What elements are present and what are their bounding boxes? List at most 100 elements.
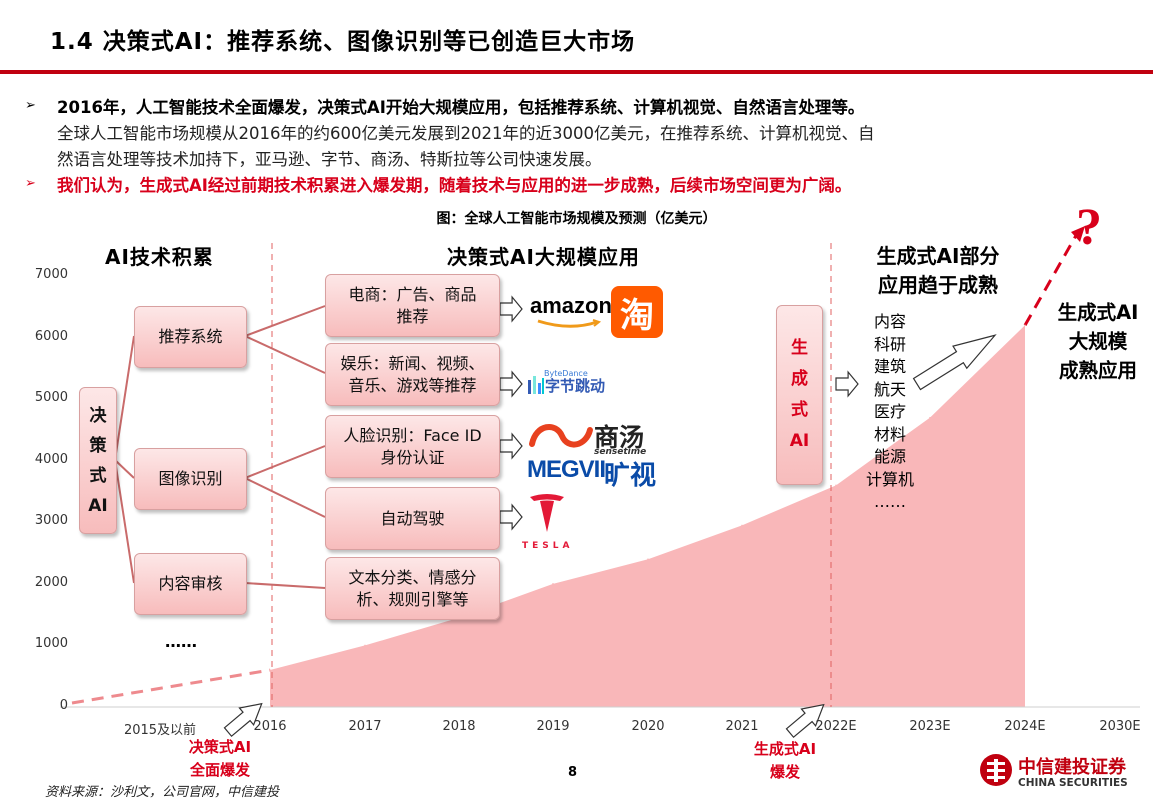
ellipsis: …… <box>165 632 197 651</box>
data-point <box>1024 324 1026 327</box>
data-point <box>364 644 366 647</box>
connector <box>114 335 135 461</box>
ecommerce-box: 电商：广告、商品 推荐 <box>325 274 500 337</box>
heading-line: 大规模 <box>1068 330 1128 353</box>
decision-ai-box: 决 策 式 AI <box>79 387 117 534</box>
connector <box>244 582 326 589</box>
box-char: AI <box>789 431 810 451</box>
page-number: 8 <box>568 765 578 780</box>
heading-line: 生成式AI <box>1057 301 1139 324</box>
data-point <box>269 669 271 671</box>
data-point <box>835 484 837 487</box>
list-item: 医疗 <box>873 402 906 421</box>
megvii-logo: MEGVII <box>527 456 606 483</box>
box-line: 文本分类、情感分 <box>348 567 477 587</box>
recommend-system-box: 推荐系统 <box>134 306 247 368</box>
page-title: 1.4 决策式AI：推荐系统、图像识别等已创造巨大市场 <box>50 29 636 55</box>
china-securities-logo-icon <box>980 754 1012 786</box>
arrow-to-list <box>835 370 859 398</box>
y-tick-label: 6000 <box>34 328 68 344</box>
data-point <box>647 558 649 561</box>
text-classification-box: 文本分类、情感分 析、规则引擎等 <box>325 557 500 620</box>
x-tick-label: 2015及以前 <box>123 723 197 738</box>
bullet-marker: ➢ <box>25 98 36 113</box>
connector <box>244 305 326 337</box>
x-tick-label: 2021 <box>725 719 759 734</box>
chart-caption: 图：全球人工智能市场规模及预测（亿美元） <box>436 211 717 227</box>
box-char: AI <box>88 495 108 516</box>
heading-line: 成熟应用 <box>1058 359 1137 382</box>
title-divider <box>0 70 1153 74</box>
lead-in-dashed-line <box>71 668 271 705</box>
arrow-to-logo <box>499 295 523 323</box>
bullet-2-text: 我们认为，生成式AI经过前期技术积累进入爆发期，随着技术与应用的进一步成熟，后续… <box>57 176 852 195</box>
connector <box>244 335 326 374</box>
connector <box>114 459 135 479</box>
list-item: 内容 <box>873 312 906 331</box>
list-item: 建筑 <box>873 357 906 376</box>
arrow-to-logo <box>499 370 523 398</box>
y-tick-label: 3000 <box>34 513 68 529</box>
y-tick-label: 5000 <box>34 390 68 406</box>
box-line: 析、规则引擎等 <box>356 589 469 609</box>
autodrive-box: 自动驾驶 <box>325 487 500 550</box>
note-generative-ai-burst: 生成式AI 爆发 <box>730 738 840 784</box>
x-tick-label: 2016 <box>253 719 287 734</box>
sensetime-logo-cn: 商汤 <box>594 423 645 452</box>
note-decision-ai-burst: 决策式AI 全面爆发 <box>160 736 280 782</box>
note-line: 决策式AI <box>188 738 252 756</box>
data-point <box>929 416 931 419</box>
list-item: 科研 <box>873 334 906 354</box>
heading-generative-partial: 生成式AI部分 应用趋于成熟 <box>848 242 1028 300</box>
face-recognition-box: 人脸识别：Face ID 身份认证 <box>325 415 500 478</box>
brand-name-cn: 中信建投证券 <box>1018 757 1126 778</box>
heading-decision-ai-scale: 决策式AI大规模应用 <box>447 245 640 269</box>
list-item: 能源 <box>873 447 906 466</box>
box-char: 成 <box>791 369 808 389</box>
tesla-icon <box>530 494 564 532</box>
box-char: 决 <box>89 405 107 426</box>
connector <box>244 445 326 479</box>
bullet-1-text: 2016年，人工智能技术全面爆发，决策式AI开始大规模应用，包括推荐系统、计算机… <box>57 98 865 117</box>
box-line: 音乐、游戏等推荐 <box>348 375 477 395</box>
bullet-1-line-3: 然语言处理等技术加持下，亚马逊、字节、商汤、特斯拉等公司快速发展。 <box>57 150 602 169</box>
box-line: 电商：广告、商品 <box>348 284 477 304</box>
sensetime-icon <box>529 424 593 448</box>
bullet-1-line-2: 全球人工智能市场规模从2016年的约600亿美元发展到2021年的近3000亿美… <box>57 124 875 143</box>
x-tick-label: 2024E <box>1004 719 1046 734</box>
note-line: 生成式AI <box>753 740 817 758</box>
generative-ai-box: 生 成 式 AI <box>776 305 823 485</box>
list-item: 材料 <box>873 424 906 444</box>
content-review-box: 内容审核 <box>134 553 247 615</box>
megvii-logo-cn: 旷视 <box>604 461 657 491</box>
x-tick-label: 2030E <box>1099 719 1141 734</box>
list-item: 计算机 <box>865 469 914 489</box>
tesla-logo: TESLA <box>522 541 574 551</box>
arrow-2022-burst <box>785 703 825 739</box>
box-char: 式 <box>791 400 808 420</box>
note-line: 爆发 <box>769 763 800 781</box>
x-tick-label: 2019 <box>536 719 570 734</box>
box-line: 娱乐：新闻、视频、 <box>340 353 485 373</box>
arrow-to-logo <box>499 503 523 531</box>
data-point <box>552 583 554 585</box>
generative-application-list: 内容 科研 建筑 航天 医疗 材料 能源 计算机 …… <box>860 311 920 514</box>
heading-generative-mature: 生成式AI 大规模 成熟应用 <box>1042 298 1153 385</box>
heading-line: 生成式AI部分 <box>876 244 1000 268</box>
y-tick-label: 1000 <box>34 636 68 652</box>
amazon-logo: amazon <box>530 293 612 318</box>
box-char: 策 <box>89 435 107 456</box>
entertainment-box: 娱乐：新闻、视频、 音乐、游戏等推荐 <box>325 343 500 406</box>
bullet-marker: ➢ <box>25 176 36 191</box>
x-tick-label: 2022E <box>815 719 857 734</box>
heading-ai-accumulation: AI技术积累 <box>105 245 214 269</box>
projection-dashed-line <box>1023 231 1080 326</box>
connector <box>114 459 135 584</box>
list-item: …… <box>874 492 906 511</box>
y-tick-label: 4000 <box>34 451 68 467</box>
arrow-to-logo <box>499 432 523 460</box>
taobao-logo: 淘 <box>611 286 663 338</box>
box-char: 生 <box>791 338 808 358</box>
sensetime-logo-en: sensetime <box>594 447 647 457</box>
